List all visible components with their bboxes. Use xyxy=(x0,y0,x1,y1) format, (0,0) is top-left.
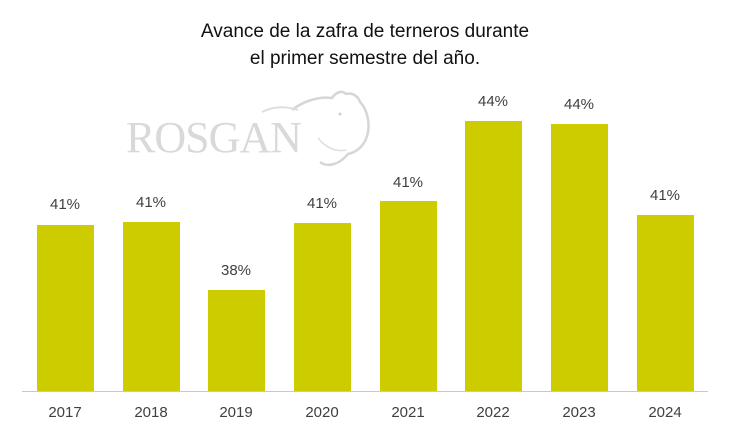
value-label-2023: 44% xyxy=(563,96,595,113)
bar-2020 xyxy=(294,223,351,391)
x-tick-2022: 2022 xyxy=(476,404,510,421)
value-label-2024: 41% xyxy=(649,187,681,204)
cow-head-icon xyxy=(261,90,370,166)
chart-title-line-1: Avance de la zafra de terneros durante xyxy=(200,21,530,42)
chart-title-line-2: el primer semestre del año. xyxy=(249,48,481,69)
rosgan-watermark: ROSGAN xyxy=(122,88,372,178)
value-label-2017: 41% xyxy=(49,196,81,213)
x-tick-2019: 2019 xyxy=(219,404,253,421)
bar-2024 xyxy=(637,215,694,391)
bar-2021 xyxy=(380,201,437,391)
bar-2022 xyxy=(465,121,522,391)
value-label-2022: 44% xyxy=(477,93,509,110)
watermark-text: ROSGAN xyxy=(126,113,302,162)
bar-2018 xyxy=(123,222,180,391)
x-tick-2021: 2021 xyxy=(391,404,425,421)
bar-2023 xyxy=(551,124,608,391)
x-tick-2017: 2017 xyxy=(48,404,82,421)
x-tick-2023: 2023 xyxy=(562,404,596,421)
bar-2019 xyxy=(208,290,265,391)
value-label-2021: 41% xyxy=(392,174,424,191)
x-tick-2020: 2020 xyxy=(305,404,339,421)
x-axis-line xyxy=(22,391,708,392)
x-tick-2024: 2024 xyxy=(648,404,682,421)
bar-2017 xyxy=(37,225,94,391)
value-label-2019: 38% xyxy=(220,262,252,279)
value-label-2020: 41% xyxy=(306,195,338,212)
value-label-2018: 41% xyxy=(135,194,167,211)
chart-title: Avance de la zafra de terneros durante e… xyxy=(0,18,730,72)
x-tick-2018: 2018 xyxy=(134,404,168,421)
